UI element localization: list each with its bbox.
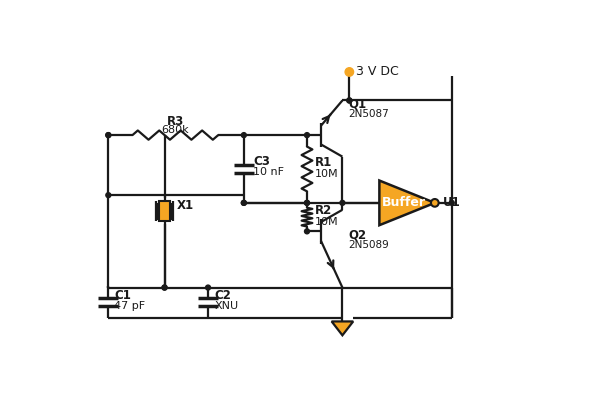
Text: X1: X1: [177, 199, 194, 212]
Circle shape: [106, 133, 111, 138]
Circle shape: [347, 98, 352, 103]
Circle shape: [431, 199, 439, 207]
Polygon shape: [331, 321, 353, 335]
Text: R3: R3: [167, 115, 184, 128]
Circle shape: [241, 200, 246, 205]
Text: C3: C3: [253, 155, 270, 168]
Text: Q1: Q1: [349, 98, 367, 111]
Text: 680k: 680k: [162, 126, 189, 136]
Circle shape: [162, 285, 167, 290]
FancyBboxPatch shape: [159, 203, 170, 220]
Circle shape: [347, 98, 352, 103]
Text: C2: C2: [214, 289, 231, 302]
Text: U1: U1: [442, 197, 460, 209]
Text: 3 V DC: 3 V DC: [356, 66, 399, 79]
Text: 10M: 10M: [315, 169, 339, 179]
Circle shape: [449, 200, 454, 205]
Circle shape: [305, 229, 309, 234]
Circle shape: [340, 200, 345, 205]
Text: R1: R1: [315, 156, 332, 169]
Text: X1: X1: [177, 199, 194, 212]
Circle shape: [345, 68, 353, 76]
Text: 2N5089: 2N5089: [349, 240, 389, 250]
Circle shape: [305, 200, 309, 205]
Circle shape: [241, 133, 246, 138]
Text: C1: C1: [114, 289, 131, 302]
Circle shape: [305, 200, 309, 205]
Circle shape: [162, 285, 167, 290]
Text: R2: R2: [315, 205, 332, 218]
Text: Q2: Q2: [349, 229, 367, 241]
Circle shape: [106, 193, 111, 198]
Text: Buffer: Buffer: [382, 197, 426, 209]
Circle shape: [305, 133, 309, 138]
Circle shape: [106, 133, 111, 138]
Text: 10 nF: 10 nF: [253, 167, 284, 177]
Polygon shape: [380, 181, 435, 225]
Text: 10M: 10M: [315, 218, 339, 228]
Text: 2N5087: 2N5087: [349, 109, 389, 119]
Circle shape: [206, 285, 210, 290]
FancyBboxPatch shape: [159, 201, 170, 221]
Text: XNU: XNU: [214, 302, 238, 311]
Text: 47 pF: 47 pF: [114, 302, 145, 311]
Circle shape: [241, 200, 246, 205]
